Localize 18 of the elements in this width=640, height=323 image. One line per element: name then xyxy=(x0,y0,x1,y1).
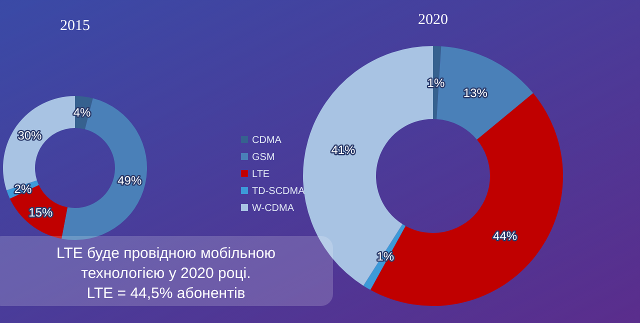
data-label: 49% xyxy=(118,173,142,188)
data-label: 44% xyxy=(493,228,518,243)
data-label: 13% xyxy=(463,86,488,100)
text: LTE = 44,5% абонентів xyxy=(86,285,246,302)
donut-slice xyxy=(62,98,147,240)
chart-title: 2020 xyxy=(418,12,448,28)
chart-title: 2015 xyxy=(60,18,90,34)
text: LTE буде провідною мобільною технологією у 2020 році. xyxy=(56,245,276,282)
data-label: 1% xyxy=(376,250,394,264)
legend-label: TD-SCDMA xyxy=(252,186,306,197)
data-label: 1% xyxy=(427,76,445,90)
data-label: 30% xyxy=(18,128,42,142)
legend-label: CDMA xyxy=(252,135,282,146)
legend-label: LTE xyxy=(252,169,270,180)
data-label: 15% xyxy=(28,205,54,220)
data-label: 41% xyxy=(331,143,356,158)
legend-label: W-CDMA xyxy=(252,203,294,214)
legend-label: GSM xyxy=(252,152,275,163)
